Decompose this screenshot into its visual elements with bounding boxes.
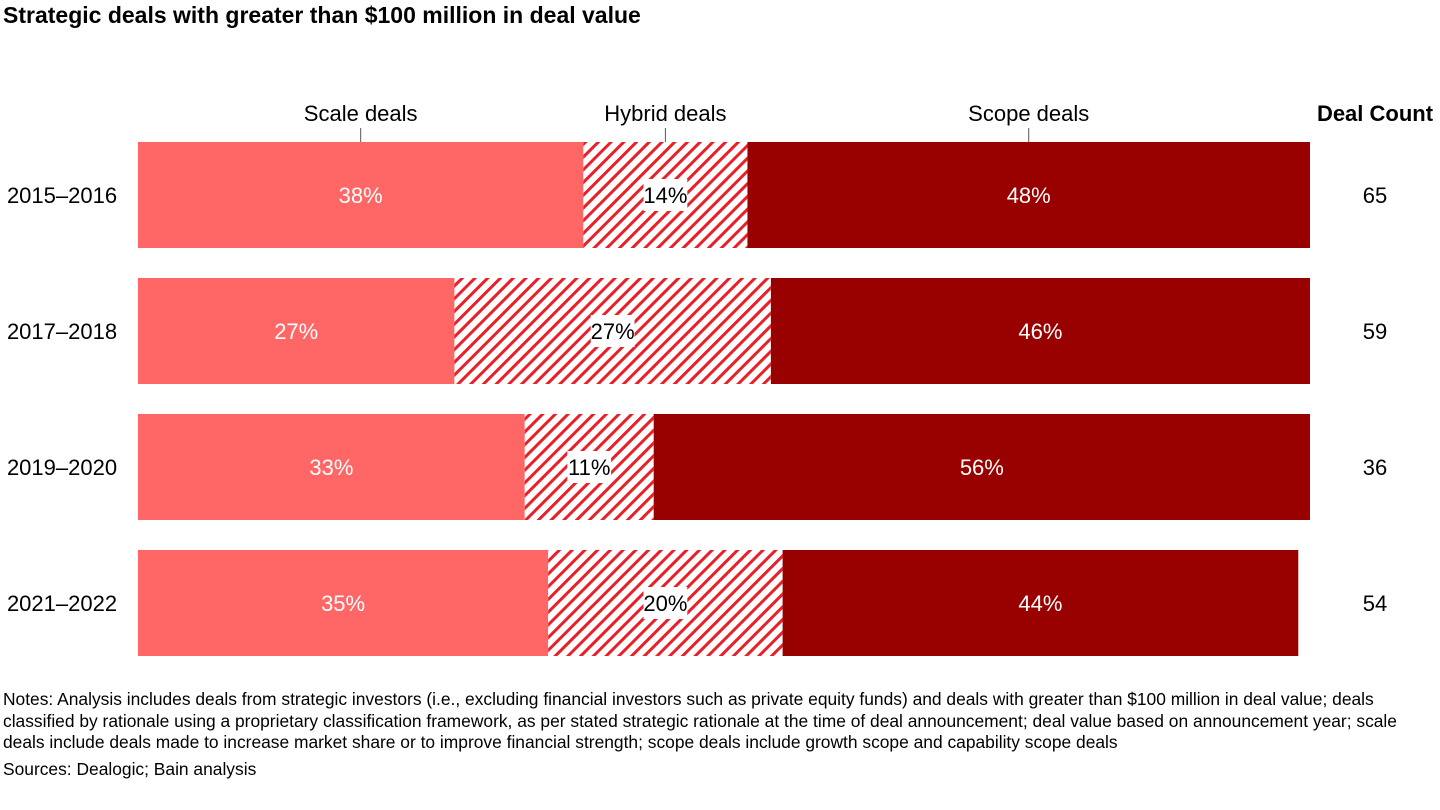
chart-sources: Sources: Dealogic; Bain analysis: [3, 759, 257, 779]
data-label-scale-deals-2019-2020: 33%: [309, 455, 353, 480]
data-label-scale-deals-2015-2016: 38%: [339, 183, 383, 208]
labels-layer: 2015–2016 38% 14% 48% 65 2017–2018 27% 27% 46% 59…: [7, 179, 1387, 619]
bar-scale-deals-2017-2018: [138, 278, 455, 384]
data-label-bg-hybrid-deals-2015-2016: [643, 179, 688, 211]
bar-scale-deals-2019-2020: [138, 414, 525, 520]
data-label-bg-hybrid-deals-2021-2022: [643, 587, 688, 619]
category-label-2021-2022: 2021–2022: [7, 591, 117, 616]
legend-label-hybrid-deals: Hybrid deals: [604, 101, 726, 126]
deal-count-2015-2016: 65: [1363, 183, 1387, 208]
data-label-hybrid-deals-2021-2022: 20%: [643, 591, 687, 616]
category-label-2017-2018: 2017–2018: [7, 319, 117, 344]
data-label-scope-deals-2017-2018: 46%: [1018, 319, 1062, 344]
category-label-2019-2020: 2019–2020: [7, 455, 117, 480]
legend-label-scope-deals: Scope deals: [968, 101, 1089, 126]
data-label-scope-deals-2015-2016: 48%: [1007, 183, 1051, 208]
deal-count-2017-2018: 59: [1363, 319, 1387, 344]
deal-count-2021-2022: 54: [1363, 591, 1387, 616]
data-label-scope-deals-2019-2020: 56%: [960, 455, 1004, 480]
bar-scope-deals-2019-2020: [653, 414, 1310, 520]
data-label-bg-hybrid-deals-2019-2020: [567, 451, 612, 483]
legend-label-scale-deals: Scale deals: [304, 101, 418, 126]
data-label-hybrid-deals-2015-2016: 14%: [643, 183, 687, 208]
bar-scale-deals-2021-2022: [138, 550, 549, 656]
bars-layer: [138, 142, 1310, 656]
data-label-hybrid-deals-2019-2020: 11%: [568, 455, 610, 480]
bar-scope-deals-2015-2016: [747, 142, 1310, 248]
chart-title: Strategic deals with greater than $100 m…: [3, 2, 641, 28]
data-label-bg-hybrid-deals-2017-2018: [590, 315, 635, 347]
stacked-bar-chart: Scale deals Hybrid deals Scope deals Deal C…: [7, 101, 1434, 656]
data-label-scope-deals-2021-2022: 44%: [1018, 591, 1062, 616]
bar-scale-deals-2015-2016: [138, 142, 584, 248]
deal-count-2019-2020: 36: [1363, 455, 1387, 480]
bar-scope-deals-2021-2022: [782, 550, 1299, 656]
data-label-scale-deals-2017-2018: 27%: [274, 319, 318, 344]
deal-count-header: Deal Count: [1317, 101, 1434, 126]
bar-scope-deals-2017-2018: [770, 278, 1310, 384]
legend-layer: Scale deals Hybrid deals Scope deals Deal C…: [304, 101, 1434, 142]
chart-notes: Notes: Analysis includes deals from stra…: [3, 689, 1397, 752]
category-label-2015-2016: 2015–2016: [7, 183, 117, 208]
data-label-scale-deals-2021-2022: 35%: [321, 591, 365, 616]
data-label-hybrid-deals-2017-2018: 27%: [591, 319, 635, 344]
